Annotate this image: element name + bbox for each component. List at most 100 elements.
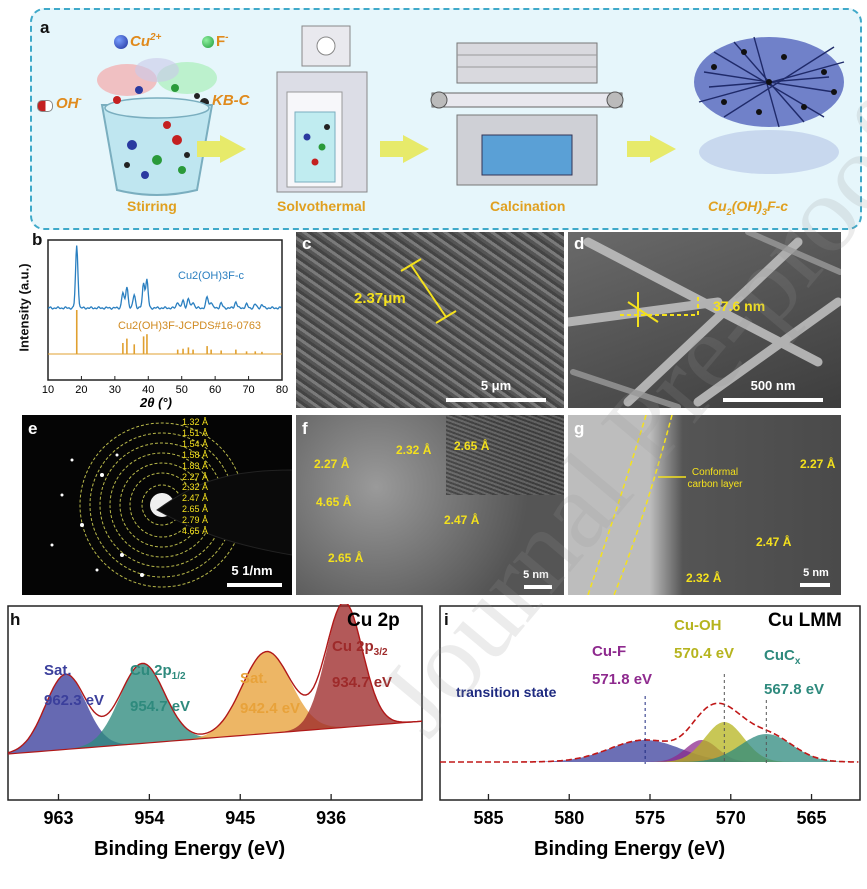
- peak-label: CuCx 567.8 eV: [764, 647, 825, 698]
- lattice-spacing: 2.65 Å: [454, 439, 490, 453]
- fitted-peak-area: [8, 604, 422, 754]
- panel-c: c 2.37μm 5 μm: [296, 232, 564, 408]
- x-tick-label: 565: [797, 808, 827, 828]
- panel-i: 585 580 575 570 565 i Cu LMM transition stat…: [434, 604, 864, 887]
- plot-frame: [7, 605, 423, 801]
- measure-arrow: [400, 258, 457, 324]
- diffraction-pattern: [50, 422, 292, 588]
- nanowire-cluster-illustration: [694, 36, 845, 174]
- scale-label: 5 nm: [523, 569, 549, 581]
- lattice-texture: [446, 415, 564, 495]
- xps-cu-lmm-chart: 585 580 575 570 565: [439, 605, 861, 828]
- kb-dot: [200, 98, 209, 107]
- beaker-illustration: [97, 58, 217, 196]
- x-tick-label: 575: [635, 808, 665, 828]
- transition-label: transition state: [456, 684, 557, 700]
- ring-label: 1.83 Å: [182, 460, 209, 471]
- scale-bar: [446, 398, 546, 402]
- f-ion-dot: [202, 36, 214, 48]
- x-axis-label: 2θ (°): [140, 395, 172, 410]
- peak-label: Sat. 942.4 eV: [240, 670, 301, 717]
- peak-label: Cu-F 571.8 eV: [592, 643, 653, 688]
- panel-label-h: h: [10, 610, 21, 629]
- carbon-layer-outline: [587, 415, 686, 595]
- ring-label: 2.65 Å: [182, 504, 209, 515]
- panel-label-b: b: [32, 230, 43, 249]
- arrow-icon: [403, 135, 429, 163]
- ring-label: 1.51 Å: [182, 427, 209, 438]
- series-label-sample: Cu2(OH)3F-c: [178, 270, 245, 282]
- lattice-spacing: 2.27 Å: [314, 457, 350, 471]
- arrow-shaft: [197, 141, 221, 157]
- x-tick-label: 936: [316, 808, 346, 828]
- x-tick-label: 963: [43, 808, 73, 828]
- step-label-calcination: Calcination: [490, 198, 566, 214]
- series-label-reference: Cu2(OH)3F-JCPDS#16-0763: [118, 320, 262, 332]
- ring-labels: 1.32 Å 1.51 Å 1.54 Å 1.58 Å 1.83 Å 2.27 …: [182, 417, 208, 537]
- fitted-peak-area: [440, 740, 860, 762]
- panel-a: a Cu2+ F- OH- KB-C Stirring Solvothermal: [30, 8, 862, 230]
- xps-cu2p-chart: 963 954 945 936: [7, 604, 423, 828]
- panel-e: e 1.32 Å 1.51 Å 1.54 Å 1.58 Å 1.83 Å 2.2…: [22, 415, 292, 595]
- ring-label: 1.54 Å: [182, 438, 209, 449]
- panel-g: g Conformal carbon layer 2.27 Å 2.47 Å 2…: [568, 415, 841, 595]
- fitted-peak-area: [8, 663, 422, 754]
- peak-label: Cu 2p3/2 934.7 eV: [332, 638, 393, 691]
- x-tick-label: 50: [176, 384, 188, 396]
- ring-label: 1.32 Å: [182, 417, 209, 427]
- scale-label: 5 nm: [803, 567, 829, 579]
- fitted-envelope-line: [7, 604, 423, 754]
- lattice-spacing: 2.27 Å: [800, 457, 836, 471]
- measure-label: 2.37μm: [354, 290, 406, 307]
- panel-f: f 2.27 Å 2.32 Å 2.65 Å 4.65 Å 2.47 Å 2.6…: [296, 415, 564, 595]
- panel-label-a: a: [40, 18, 50, 37]
- nanorods-texture: [568, 232, 841, 408]
- scale-bar: [524, 585, 552, 589]
- y-axis-label: Intensity (a.u.): [16, 263, 32, 352]
- peak-label: Sat. 962.3 eV: [44, 662, 105, 709]
- scale-label: 500 nm: [750, 378, 796, 393]
- chart-title: Cu 2p: [347, 610, 400, 631]
- panel-label-e: e: [28, 419, 38, 438]
- scale-label: 5 1/nm: [231, 563, 273, 578]
- panel-label-d: d: [574, 234, 585, 253]
- panel-label-f: f: [302, 419, 308, 438]
- ring-label: 2.32 Å: [182, 482, 209, 493]
- x-tick-label: 570: [716, 808, 746, 828]
- arrow-shaft: [627, 141, 651, 157]
- panel-label-c: c: [302, 234, 312, 253]
- arrow-icon: [650, 135, 676, 163]
- lattice-spacing: 2.47 Å: [444, 513, 480, 527]
- ring-label: 2.27 Å: [182, 471, 209, 482]
- ring-label: 2.47 Å: [182, 493, 209, 504]
- panel-label-i: i: [444, 610, 449, 629]
- lattice-spacing: 4.65 Å: [316, 495, 352, 509]
- x-tick-label: 954: [134, 808, 164, 828]
- x-tick-label: 70: [242, 384, 254, 396]
- autoclave-illustration: [276, 25, 368, 193]
- kb-label: KB-C: [212, 92, 250, 109]
- step-label-stirring: Stirring: [127, 198, 177, 214]
- x-tick-label: 580: [554, 808, 584, 828]
- step-label-solvothermal: Solvothermal: [277, 198, 366, 214]
- cu-ion-dot: [114, 35, 128, 49]
- tube-furnace-illustration: [430, 42, 624, 186]
- oh-ion-label: OH-: [56, 94, 82, 112]
- x-axis-label: Binding Energy (eV): [94, 838, 286, 860]
- x-tick-label: 20: [75, 384, 87, 396]
- scale-bar: [227, 583, 282, 587]
- arrow-shaft: [380, 141, 404, 157]
- measure-label: 37.6 nm: [713, 298, 766, 314]
- x-tick-label: 30: [109, 384, 121, 396]
- panel-label-g: g: [574, 419, 585, 438]
- arrow-icon: [220, 135, 246, 163]
- lattice-spacing: 2.32 Å: [686, 571, 722, 585]
- carbon-layer-label: Conformal carbon layer: [687, 467, 743, 490]
- x-tick-label: 80: [276, 384, 288, 396]
- lattice-spacing: 2.32 Å: [396, 443, 432, 457]
- ring-label: 2.79 Å: [182, 515, 209, 526]
- x-tick-label: 40: [142, 384, 154, 396]
- xrd-chart: 10 20 30 40 50 60 70 80: [42, 239, 288, 396]
- x-axis-label: Binding Energy (eV): [534, 838, 726, 860]
- ring-label: 4.65 Å: [182, 526, 209, 537]
